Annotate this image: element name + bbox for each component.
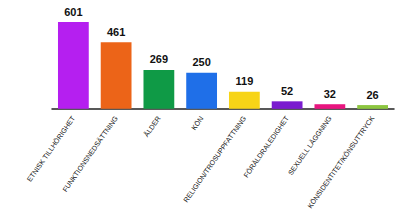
svg-text:250: 250 [192, 56, 210, 68]
svg-text:KÖN: KÖN [190, 115, 204, 131]
svg-text:601: 601 [64, 6, 82, 18]
svg-text:52: 52 [281, 85, 293, 97]
svg-text:32: 32 [324, 88, 336, 100]
svg-text:KÖNSIDENTITET/KÖNSUTTRYCK: KÖNSIDENTITET/KÖNSUTTRYCK [306, 115, 375, 210]
svg-text:269: 269 [150, 53, 168, 65]
svg-text:119: 119 [236, 75, 254, 87]
svg-text:RELIGION/TROSUPPFATTNING: RELIGION/TROSUPPFATTNING [182, 115, 247, 204]
svg-text:FÖRÄLDRALEDIGHET: FÖRÄLDRALEDIGHET [242, 114, 290, 178]
svg-text:SEXUELL LÄGGNING: SEXUELL LÄGGNING [287, 115, 333, 176]
svg-text:26: 26 [367, 89, 379, 101]
svg-text:461: 461 [107, 26, 125, 38]
svg-text:FUNKTIONSNEDSÄTTNING: FUNKTIONSNEDSÄTTNING [61, 115, 119, 193]
svg-text:ÅLDER: ÅLDER [142, 114, 162, 138]
svg-text:ETNISK TILLHÖRIGHET: ETNISK TILLHÖRIGHET [26, 114, 77, 183]
